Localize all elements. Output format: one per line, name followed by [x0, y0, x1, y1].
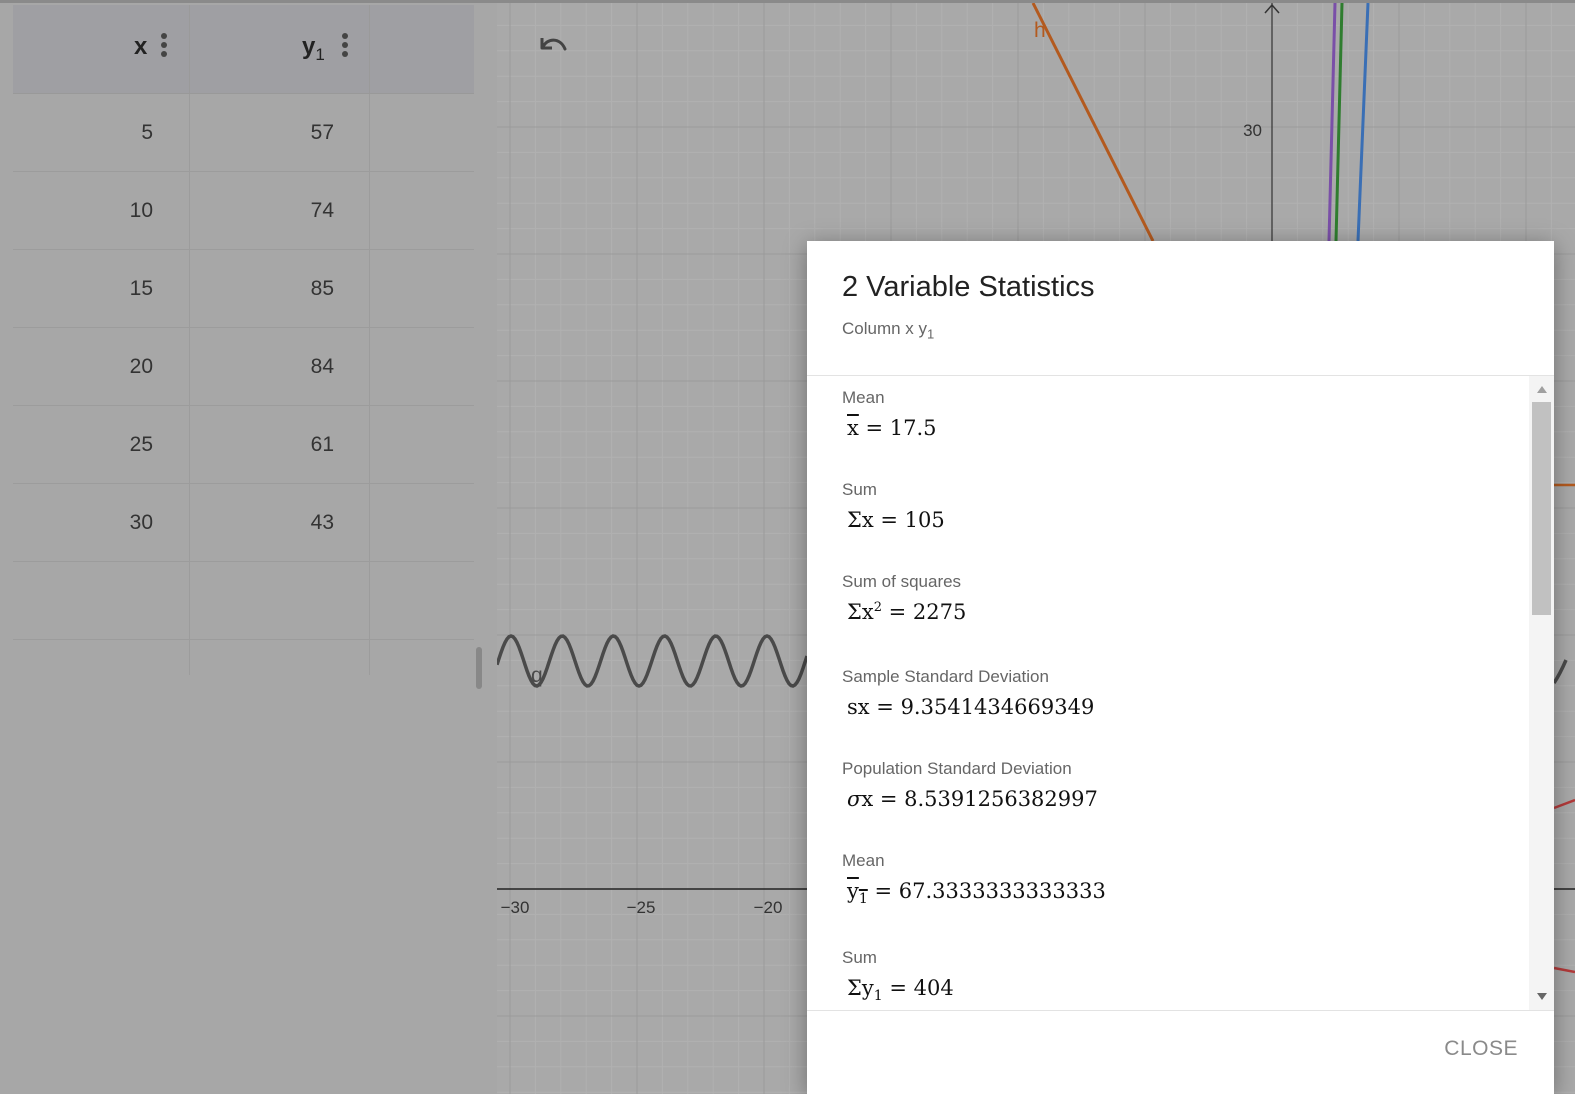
column-header-x[interactable]: x: [13, 5, 190, 93]
table-row: 30 43: [13, 484, 474, 562]
stat-label: Mean: [842, 851, 885, 870]
data-table: x y1 5 57 10 74 15 85 20 84: [13, 5, 474, 675]
two-variable-statistics-dialog: 2 Variable Statistics Column x y1 Mean x…: [807, 241, 1554, 1094]
curve-green[interactable]: [1334, 3, 1344, 242]
top-border: [0, 0, 1575, 3]
table-view-panel: x y1 5 57 10 74 15 85 20 84: [0, 3, 498, 1094]
curve-h-label: h: [1034, 19, 1046, 42]
stat-label: Sum: [842, 948, 877, 967]
table-cell-empty[interactable]: [370, 250, 474, 327]
table-cell-y1[interactable]: [190, 562, 370, 639]
stat-item: Population Standard Deviation σx = 8.539…: [842, 759, 1098, 811]
table-cell-y1[interactable]: 84: [190, 328, 370, 405]
column-header-empty[interactable]: [370, 5, 474, 93]
curve-blue[interactable]: [1356, 3, 1370, 242]
column-header-x-label: x: [134, 33, 148, 60]
table-row: 5 57: [13, 94, 474, 172]
table-cell-y1[interactable]: 74: [190, 172, 370, 249]
stat-label: Sum of squares: [842, 572, 962, 591]
dialog-scrollbar[interactable]: [1529, 376, 1554, 1010]
curve-purple[interactable]: [1327, 3, 1337, 242]
curve-red-2[interactable]: [1553, 966, 1575, 974]
table-cell-y1[interactable]: [190, 640, 370, 675]
stat-item: Mean x = 17.5: [842, 388, 937, 440]
table-cell-empty[interactable]: [370, 406, 474, 483]
stat-label: Sample Standard Deviation: [842, 667, 1049, 686]
x-tick-label: −20: [754, 898, 783, 917]
table-cell-y1[interactable]: 43: [190, 484, 370, 561]
table-row: 25 61: [13, 406, 474, 484]
table-cell-empty[interactable]: [370, 640, 474, 675]
scroll-down-icon[interactable]: [1537, 993, 1547, 1000]
curve-h[interactable]: [1031, 3, 1155, 242]
dialog-footer-divider: [807, 1010, 1554, 1011]
scroll-up-icon[interactable]: [1537, 386, 1547, 393]
table-row: 15 85: [13, 250, 474, 328]
table-cell-x[interactable]: 5: [13, 94, 190, 171]
table-cell-y1[interactable]: 85: [190, 250, 370, 327]
stat-label: Mean: [842, 388, 885, 407]
stat-item: Sum Σx = 105: [842, 480, 945, 532]
stat-item: Sample Standard Deviation sx = 9.3541434…: [842, 667, 1094, 719]
stat-item: Sum Σy1 = 404: [842, 948, 954, 1004]
table-cell-empty[interactable]: [370, 484, 474, 561]
curve-q-right[interactable]: [1552, 659, 1568, 684]
table-row-empty: [13, 562, 474, 640]
stat-item: Sum of squares Σx2 = 2275: [842, 572, 966, 624]
x-tick-label: −30: [501, 898, 530, 917]
table-cell-x[interactable]: [13, 640, 190, 675]
table-cell-x[interactable]: [13, 562, 190, 639]
y-axis-arrow: [1264, 3, 1280, 14]
stat-label: Population Standard Deviation: [842, 759, 1072, 778]
table-cell-x[interactable]: 20: [13, 328, 190, 405]
table-cell-empty[interactable]: [370, 562, 474, 639]
column-header-y1-label: y1: [302, 33, 325, 64]
stat-item: Mean y1 = 67.3333333333333: [842, 851, 1106, 907]
table-cell-y1[interactable]: 61: [190, 406, 370, 483]
curve-q[interactable]: [497, 634, 809, 688]
table-header: x y1: [13, 5, 474, 94]
table-cell-empty[interactable]: [370, 328, 474, 405]
stat-value: sx = 9.3541434669349: [847, 695, 1095, 719]
table-row: 10 74: [13, 172, 474, 250]
table-cell-x[interactable]: 15: [13, 250, 190, 327]
stat-value: Σx = 105: [847, 508, 945, 532]
stat-value: y1 = 67.3333333333333: [847, 879, 1106, 908]
table-cell-empty[interactable]: [370, 94, 474, 171]
panel-resize-handle[interactable]: [476, 647, 482, 689]
statistics-list[interactable]: Mean x = 17.5 Sum Σx = 105 Sum of square…: [807, 376, 1554, 1010]
table-row: 20 84: [13, 328, 474, 406]
stat-value: σx = 8.5391256382997: [847, 787, 1098, 811]
y-tick-label: 30: [1243, 121, 1262, 140]
undo-icon[interactable]: [534, 30, 568, 60]
column-y1-menu-icon[interactable]: [341, 33, 349, 61]
curve-red-1[interactable]: [1553, 798, 1575, 810]
table-cell-x[interactable]: 25: [13, 406, 190, 483]
stat-value: Σx2 = 2275: [847, 600, 967, 624]
curve-q-label: q: [531, 664, 543, 687]
table-cell-empty[interactable]: [370, 172, 474, 249]
stat-value: Σy1 = 404: [847, 976, 954, 1005]
dialog-divider: [807, 375, 1554, 376]
stat-label: Sum: [842, 480, 877, 499]
table-cell-y1[interactable]: 57: [190, 94, 370, 171]
scrollbar-thumb[interactable]: [1532, 402, 1551, 615]
close-button[interactable]: CLOSE: [1444, 1037, 1518, 1060]
column-header-y1[interactable]: y1: [190, 5, 370, 93]
stat-value: x = 17.5: [847, 416, 937, 440]
dialog-subtitle: Column x y1: [842, 319, 935, 342]
table-row-partial: [13, 640, 474, 675]
table-cell-x[interactable]: 30: [13, 484, 190, 561]
dialog-title: 2 Variable Statistics: [842, 271, 1095, 303]
x-tick-label: −25: [627, 898, 656, 917]
column-x-menu-icon[interactable]: [160, 33, 168, 61]
table-cell-x[interactable]: 10: [13, 172, 190, 249]
